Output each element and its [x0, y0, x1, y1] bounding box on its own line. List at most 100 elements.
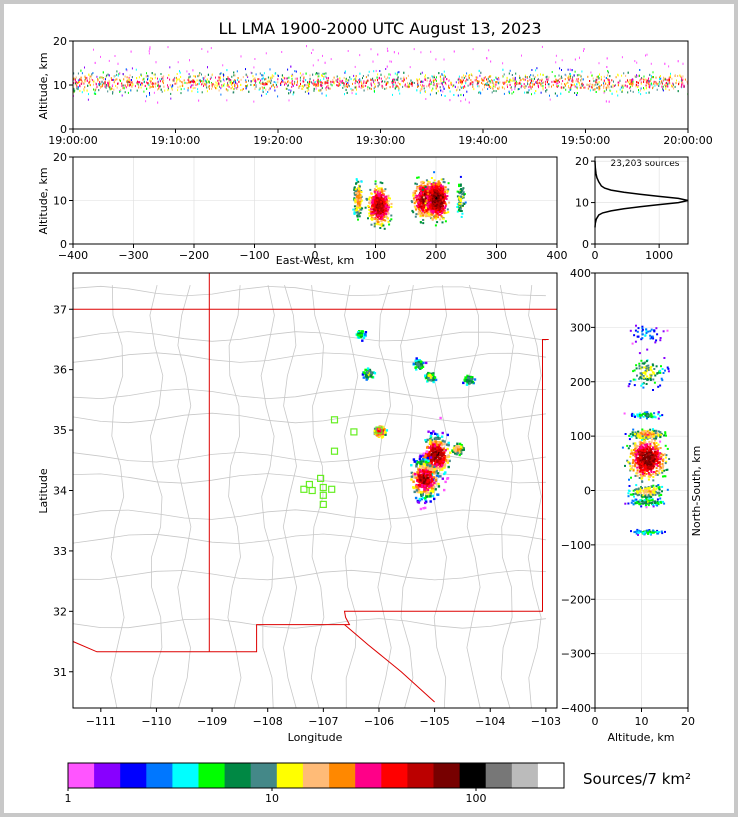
time-altitude-point — [629, 87, 631, 90]
time-altitude-point — [448, 79, 450, 82]
time-altitude-point — [545, 86, 546, 89]
ew-altitude-point — [373, 222, 376, 225]
time-altitude-point — [662, 89, 664, 92]
time-altitude-point — [136, 77, 138, 80]
time-altitude-point — [147, 83, 149, 86]
time-altitude-point — [417, 80, 419, 83]
ew-altitude-point — [380, 187, 383, 190]
time-altitude-point — [629, 86, 631, 88]
time-altitude-point — [167, 87, 169, 90]
time-altitude-point — [532, 85, 533, 88]
time-altitude-point — [318, 80, 320, 83]
time-altitude-point — [347, 50, 349, 52]
time-altitude-point — [542, 85, 544, 87]
time-altitude-point — [508, 72, 510, 75]
time-altitude-point — [174, 82, 176, 85]
time-altitude-point — [242, 76, 244, 79]
time-altitude-point — [524, 87, 526, 89]
time-altitude-point — [299, 79, 301, 82]
time-altitude-point — [288, 76, 290, 79]
time-altitude-point — [296, 77, 298, 80]
time-altitude-point — [332, 79, 334, 82]
ew-altitude-point — [437, 216, 440, 219]
time-altitude-point — [513, 91, 515, 94]
ew-altitude-point — [438, 182, 441, 185]
time-altitude-point — [295, 70, 297, 73]
time-altitude-point — [325, 94, 327, 97]
time-altitude-point — [664, 78, 666, 81]
time-altitude-point — [548, 85, 550, 88]
ew-altitude-point — [358, 200, 361, 203]
time-altitude-point — [122, 87, 124, 90]
time-altitude-point — [223, 84, 225, 87]
time-altitude-point — [343, 76, 345, 79]
plan-view-source — [418, 360, 421, 364]
time-altitude-point — [422, 84, 423, 87]
time-altitude-point — [170, 97, 172, 100]
time-altitude-point — [356, 81, 358, 84]
ew-altitude-point — [375, 197, 378, 199]
time-altitude-point — [419, 78, 420, 81]
time-altitude-point — [527, 79, 529, 82]
plan-view-source — [364, 368, 367, 372]
time-altitude-point — [129, 84, 130, 87]
plan-view-source — [357, 332, 360, 335]
time-altitude-point — [202, 80, 204, 83]
time-altitude-point — [547, 78, 549, 81]
time-altitude-point — [429, 86, 431, 89]
time-altitude-point — [291, 82, 293, 85]
ew-altitude-point — [377, 204, 379, 207]
time-altitude-point — [208, 85, 210, 88]
ew-altitude-point — [432, 200, 435, 203]
time-altitude-point — [567, 68, 569, 71]
time-altitude-point — [229, 79, 231, 82]
ew-altitude-point — [377, 223, 380, 226]
time-altitude-point — [79, 81, 81, 83]
ew-altitude-point — [385, 199, 388, 202]
time-altitude-point — [236, 70, 238, 73]
time-altitude-point — [673, 87, 675, 90]
ew-altitude-point — [418, 199, 421, 202]
time-altitude-point — [503, 82, 504, 85]
time-altitude-point — [421, 85, 423, 88]
time-altitude-point — [552, 84, 554, 87]
time-altitude-point — [290, 89, 292, 92]
time-altitude-point — [237, 77, 239, 80]
ew-altitude-point — [440, 197, 443, 200]
time-altitude-point — [162, 77, 164, 80]
time-altitude-point — [207, 66, 208, 69]
time-altitude-point — [472, 81, 474, 84]
time-altitude-point — [234, 79, 236, 82]
ew-altitude-point — [384, 219, 387, 222]
time-altitude-point — [237, 85, 239, 87]
time-altitude-point — [92, 72, 94, 74]
time-altitude-point — [189, 75, 191, 78]
ew-altitude-point — [384, 202, 387, 205]
time-altitude-point — [478, 80, 480, 83]
time-altitude-point — [428, 83, 430, 85]
ew-altitude-point — [458, 202, 461, 205]
time-altitude-point — [516, 82, 518, 85]
ew-altitude-point — [419, 188, 422, 191]
ew-altitude-point — [354, 188, 357, 191]
ew-altitude-point — [415, 198, 418, 201]
time-altitude-point — [308, 83, 310, 86]
time-altitude-point — [537, 79, 538, 82]
time-altitude-point — [355, 75, 357, 77]
time-altitude-point — [301, 87, 303, 90]
time-altitude-point — [393, 80, 395, 83]
time-altitude-point — [529, 83, 531, 86]
ew-altitude-point — [418, 185, 421, 188]
time-altitude-point — [658, 82, 659, 85]
time-altitude-point — [636, 81, 638, 83]
time-altitude-point — [607, 74, 609, 77]
time-altitude-point — [368, 70, 370, 73]
time-altitude-point — [141, 82, 143, 85]
time-altitude-point — [529, 75, 531, 78]
time-altitude-point — [639, 69, 641, 71]
ew-altitude-point — [376, 192, 379, 195]
time-altitude-point — [107, 84, 109, 87]
time-altitude-point — [599, 73, 600, 76]
time-altitude-point — [281, 74, 283, 77]
time-altitude-point — [101, 85, 103, 88]
